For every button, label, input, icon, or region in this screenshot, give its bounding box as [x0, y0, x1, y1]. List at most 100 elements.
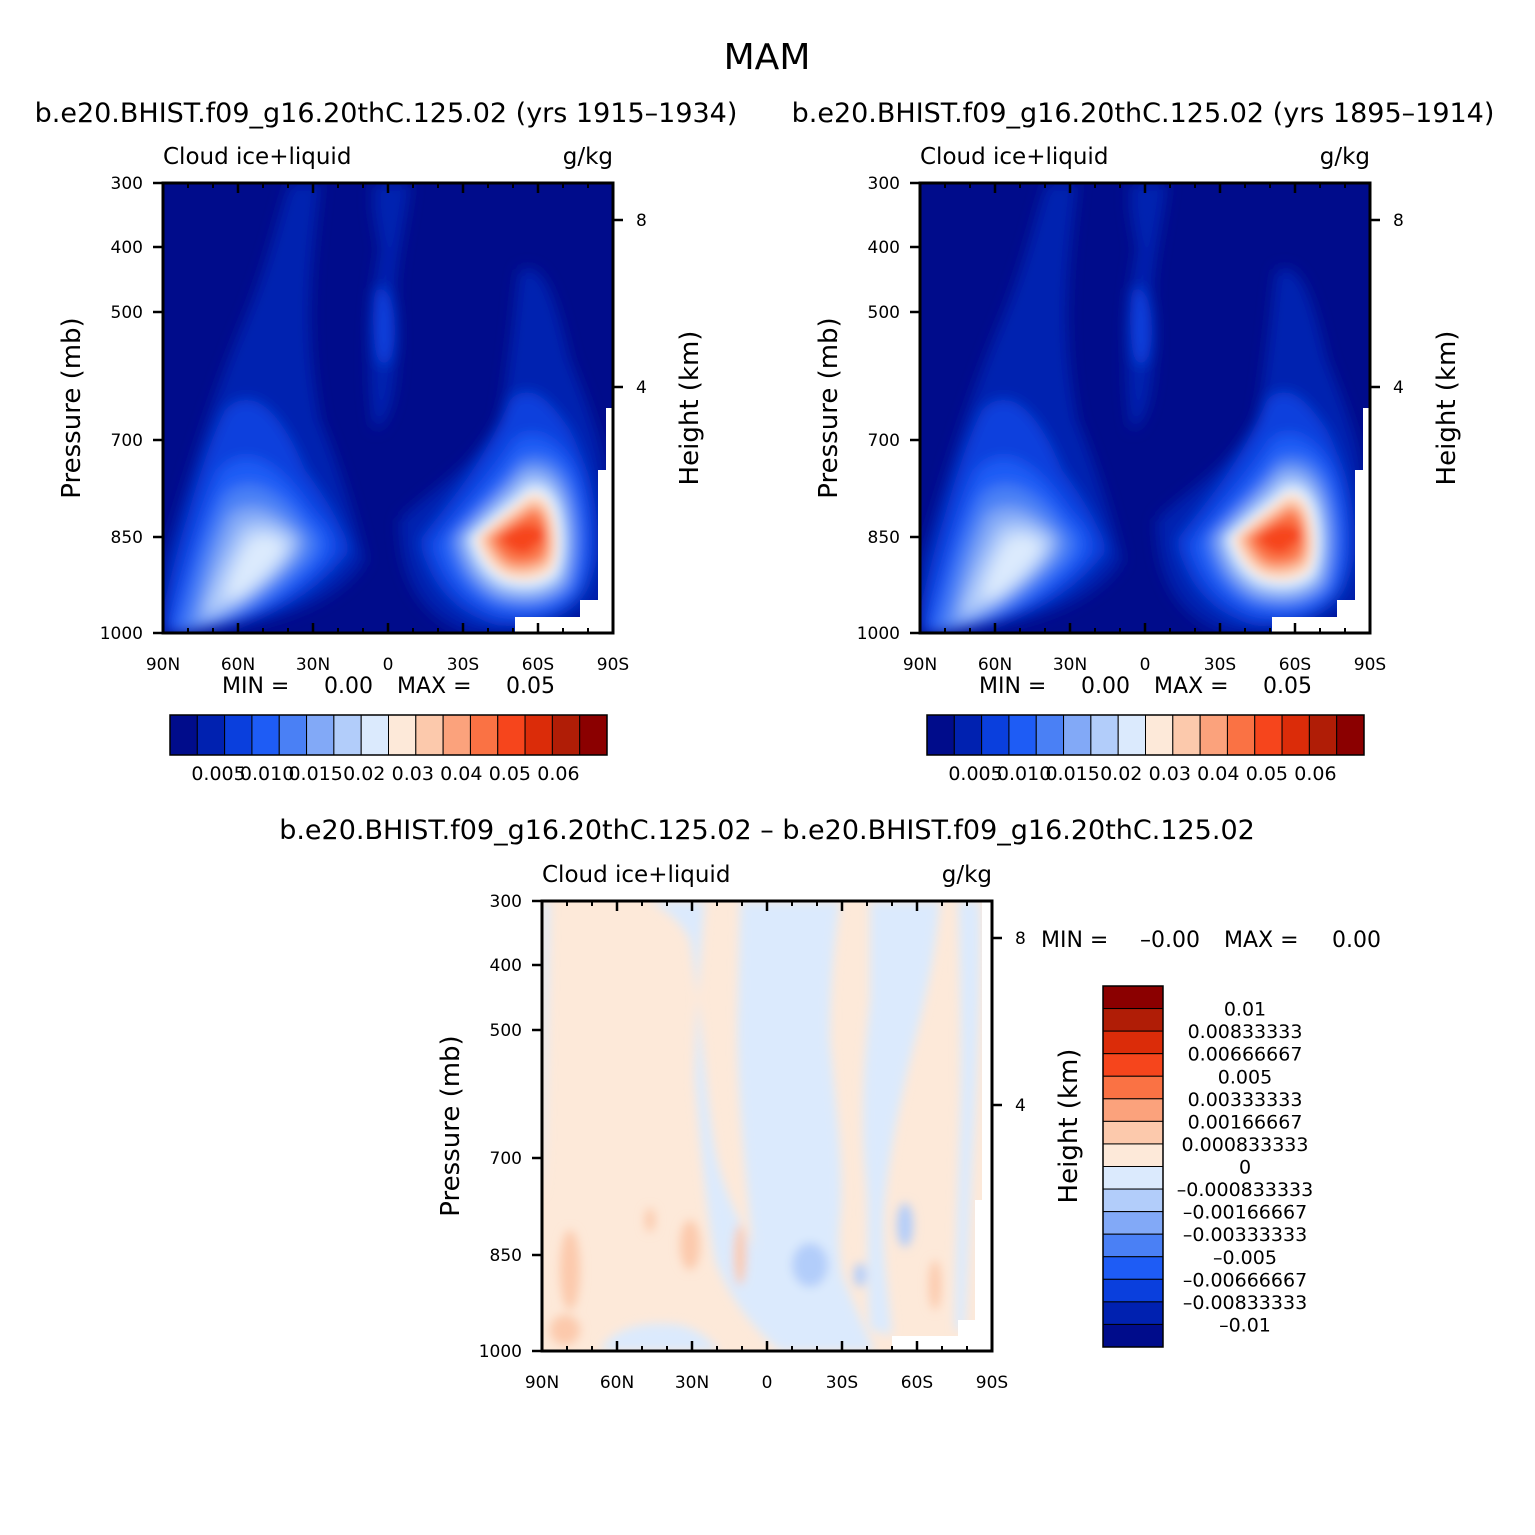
colorbar-swatch	[1102, 1211, 1164, 1235]
colorbar-swatch	[1063, 714, 1092, 756]
panel-diff: b.e20.BHIST.f09_g16.20thC.125.02 – b.e20…	[279, 815, 1381, 1393]
colorbar-swatch	[524, 714, 553, 756]
panel-diff-max-value: 0.00	[1332, 928, 1381, 953]
panel-1-min-label: MIN =	[222, 674, 289, 699]
x-tick-label: 90N	[525, 1373, 559, 1393]
colorbar-swatch	[497, 714, 526, 756]
panel-2-plot-area	[920, 183, 1370, 633]
x-tick-label: 30S	[447, 655, 479, 675]
colorbar-label: 0.010	[240, 763, 294, 785]
colorbar-swatch	[388, 714, 417, 756]
colorbar-swatch	[1102, 1053, 1164, 1077]
y-axis-label: Pressure (mb)	[57, 317, 87, 498]
colorbar-swatch	[1336, 714, 1365, 756]
panel-1-min-value: 0.00	[324, 674, 373, 699]
panel-2-min-label: MIN =	[979, 674, 1046, 699]
x-tick-label: 60N	[600, 1373, 634, 1393]
colorbar-swatch	[1102, 1233, 1164, 1258]
y-tick-label: 700	[868, 431, 900, 451]
colorbar-label: 0.05	[1246, 763, 1288, 785]
y-tick-label: 700	[111, 431, 143, 451]
colorbar-swatch	[469, 714, 499, 756]
colorbar-label: 0.06	[1294, 763, 1336, 785]
colorbar-label: –0.000833333	[1177, 1179, 1313, 1201]
colorbar-swatch	[1281, 714, 1310, 756]
colorbar-swatch	[278, 714, 308, 756]
y-tick-label: 700	[490, 1149, 522, 1169]
x-tick-label: 30N	[1053, 655, 1087, 675]
x-tick-label: 30N	[675, 1373, 709, 1393]
colorbar-swatch	[196, 714, 226, 756]
colorbar-swatch	[1102, 1030, 1164, 1055]
y2-tick-label: 4	[636, 378, 647, 398]
panel-2-units: g/kg	[1320, 144, 1370, 170]
panel-diff-min-value: –0.00	[1140, 928, 1200, 953]
x-tick-label: 90N	[146, 655, 180, 675]
x-tick-label: 90N	[903, 655, 937, 675]
y-tick-label: 850	[111, 528, 143, 548]
panel-1-var-label: Cloud ice+liquid	[163, 144, 351, 170]
y-tick-label: 300	[868, 174, 900, 194]
colorbar-swatch	[1254, 714, 1283, 756]
x-tick-label: 90S	[976, 1373, 1008, 1393]
colorbar-label: 0.02	[1100, 763, 1142, 785]
panel-diff-min-label: MIN =	[1041, 928, 1108, 953]
colorbar-swatch	[1102, 1278, 1164, 1303]
colorbar-label: –0.00833333	[1183, 1292, 1307, 1314]
panel-diff-var-label: Cloud ice+liquid	[542, 862, 730, 888]
colorbar-label: 0.00166667	[1188, 1111, 1303, 1133]
colorbar-label: 0.01	[1224, 999, 1266, 1021]
colorbar-swatch	[1102, 1143, 1164, 1167]
colorbar-swatch	[415, 714, 444, 756]
colorbar-swatch	[1199, 714, 1228, 756]
x-tick-label: 60N	[221, 655, 255, 675]
y-tick-label: 1000	[100, 624, 143, 644]
colorbar-swatch	[333, 714, 362, 756]
colorbar-label: 0.03	[392, 763, 434, 785]
colorbar-swatch	[1145, 714, 1174, 756]
x-tick-label: 60N	[978, 655, 1012, 675]
colorbar-label: 0.05	[489, 763, 531, 785]
x-tick-label: 0	[1140, 655, 1151, 675]
y-tick-label: 1000	[479, 1342, 522, 1362]
y2-tick-label: 8	[1393, 211, 1404, 231]
colorbar-label: 0.005	[948, 763, 1002, 785]
x-tick-label: 90S	[1354, 655, 1386, 675]
colorbar-swatch	[926, 714, 955, 756]
colorbar-label: –0.00166667	[1183, 1202, 1307, 1224]
panel-1-max-label: MAX =	[397, 674, 472, 699]
panel-2-var-label: Cloud ice+liquid	[920, 144, 1108, 170]
panel-1: b.e20.BHIST.f09_g16.20thC.125.02 (yrs 19…	[35, 98, 738, 785]
y-tick-label: 1000	[857, 624, 900, 644]
colorbar-swatch	[169, 714, 198, 756]
colorbar-label: 0	[1239, 1157, 1251, 1179]
x-tick-label: 60S	[1279, 655, 1311, 675]
colorbar-label: 0.03	[1149, 763, 1191, 785]
colorbar-label: 0.00833333	[1188, 1021, 1303, 1043]
y-tick-label: 400	[111, 238, 143, 258]
colorbar-label: 0.000833333	[1182, 1134, 1309, 1156]
colorbar-label: 0.00666667	[1188, 1044, 1303, 1066]
colorbar-swatch	[1102, 1323, 1164, 1348]
colorbar-label: 0.005	[191, 763, 245, 785]
y2-tick-label: 8	[636, 211, 647, 231]
panel-2: b.e20.BHIST.f09_g16.20thC.125.02 (yrs 18…	[792, 98, 1495, 785]
colorbar-swatch	[1172, 714, 1201, 756]
colorbar-swatch	[251, 714, 280, 756]
colorbar-label: 0.02	[343, 763, 385, 785]
colorbar-label: –0.005	[1213, 1247, 1277, 1269]
colorbar-label: 0.04	[440, 763, 482, 785]
colorbar-swatch	[1102, 1188, 1164, 1213]
colorbar-swatch	[1102, 1075, 1164, 1100]
y-tick-label: 850	[868, 528, 900, 548]
y-axis-label: Pressure (mb)	[814, 317, 844, 498]
y2-axis-label: Height (km)	[675, 331, 705, 486]
colorbar-swatch	[1308, 714, 1338, 756]
colorbar-swatch	[1008, 714, 1037, 756]
panel-1-units: g/kg	[563, 144, 613, 170]
colorbar-label: 0.04	[1197, 763, 1239, 785]
y-tick-label: 500	[490, 1021, 522, 1041]
colorbar-frame	[926, 714, 1365, 756]
